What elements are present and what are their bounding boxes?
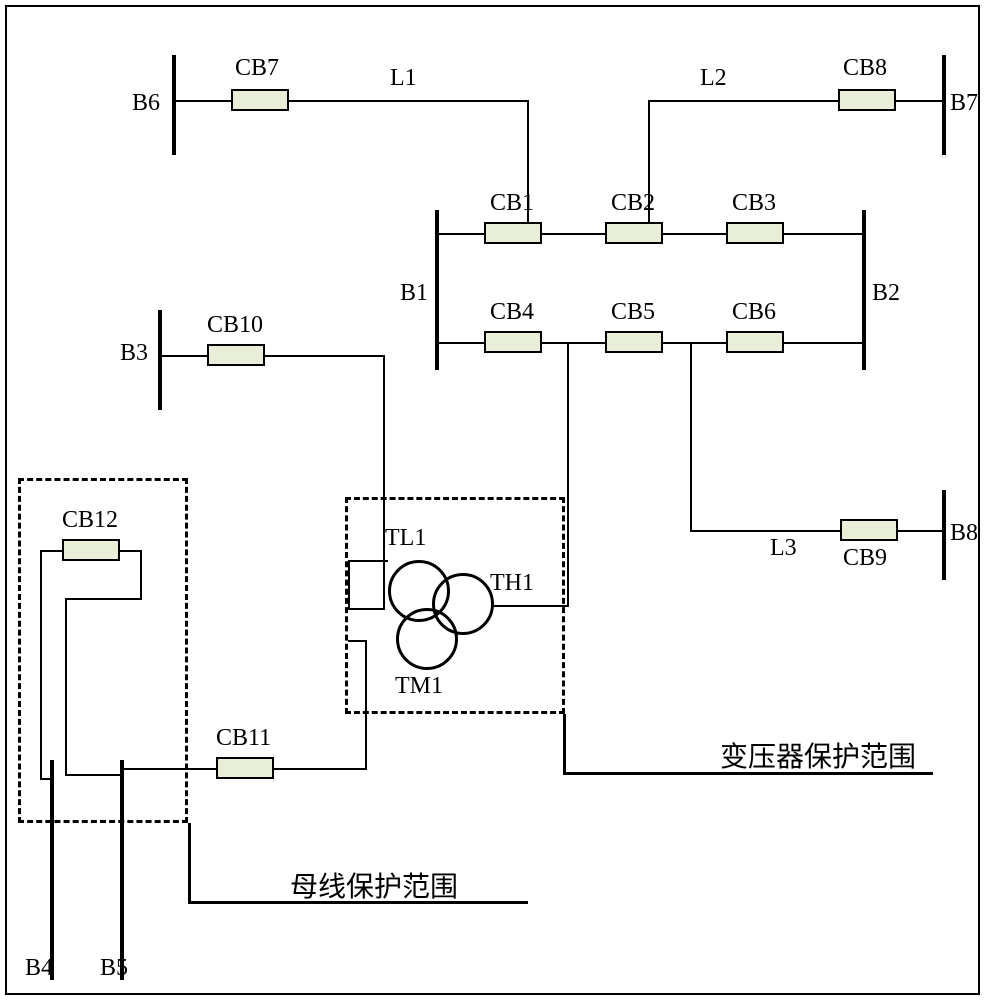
breaker-cb5 bbox=[605, 331, 663, 353]
bus-b6 bbox=[172, 55, 176, 155]
breaker-cb8 bbox=[838, 89, 896, 111]
label-cb2: CB2 bbox=[611, 190, 655, 217]
wire bbox=[439, 342, 484, 344]
label-b2: B2 bbox=[872, 280, 900, 307]
wire bbox=[898, 530, 942, 532]
label-b1: B1 bbox=[400, 280, 428, 307]
callout-line bbox=[563, 714, 566, 774]
label-cb10: CB10 bbox=[207, 312, 263, 339]
label-cb3: CB3 bbox=[732, 190, 776, 217]
bus-protection-zone bbox=[18, 478, 188, 823]
bus-b8 bbox=[942, 490, 946, 580]
breaker-cb6 bbox=[726, 331, 784, 353]
wire bbox=[896, 100, 942, 102]
wire bbox=[265, 355, 385, 357]
label-cb11: CB11 bbox=[216, 725, 271, 752]
breaker-cb4 bbox=[484, 331, 542, 353]
label-l3: L3 bbox=[770, 535, 797, 562]
breaker-cb3 bbox=[726, 222, 784, 244]
wire bbox=[690, 342, 692, 532]
bus-b3 bbox=[158, 310, 162, 410]
label-l1: L1 bbox=[390, 65, 417, 92]
label-l2: L2 bbox=[700, 65, 727, 92]
wire bbox=[439, 233, 484, 235]
wire bbox=[690, 530, 840, 532]
breaker-cb9 bbox=[840, 519, 898, 541]
label-cb4: CB4 bbox=[490, 299, 534, 326]
label-cb8: CB8 bbox=[843, 55, 887, 82]
wire bbox=[542, 233, 605, 235]
wire bbox=[348, 640, 366, 642]
breaker-cb10 bbox=[207, 344, 265, 366]
wire bbox=[663, 342, 726, 344]
wire bbox=[542, 342, 605, 344]
wire bbox=[274, 768, 367, 770]
wire bbox=[648, 100, 838, 102]
wire bbox=[784, 342, 862, 344]
label-trans-prot: 变压器保护范围 bbox=[720, 735, 916, 775]
breaker-cb2 bbox=[605, 222, 663, 244]
wire bbox=[784, 233, 862, 235]
wire bbox=[289, 100, 529, 102]
label-b7: B7 bbox=[950, 90, 978, 117]
label-cb9: CB9 bbox=[843, 545, 887, 572]
label-b6: B6 bbox=[132, 90, 160, 117]
bus-b2 bbox=[862, 210, 866, 370]
label-cb1: CB1 bbox=[490, 190, 534, 217]
label-b4: B4 bbox=[25, 955, 53, 982]
label-b8: B8 bbox=[950, 520, 978, 547]
wire bbox=[162, 355, 207, 357]
breaker-cb11 bbox=[216, 757, 274, 779]
transformer-protection-zone bbox=[345, 497, 565, 714]
label-cb7: CB7 bbox=[235, 55, 279, 82]
label-b5: B5 bbox=[100, 955, 128, 982]
wire bbox=[365, 640, 367, 770]
label-cb5: CB5 bbox=[611, 299, 655, 326]
label-bus-prot: 母线保护范围 bbox=[290, 865, 458, 905]
label-cb6: CB6 bbox=[732, 299, 776, 326]
breaker-cb1 bbox=[484, 222, 542, 244]
breaker-cb7 bbox=[231, 89, 289, 111]
wire bbox=[567, 342, 569, 607]
callout-line bbox=[188, 823, 191, 903]
wire bbox=[176, 100, 231, 102]
label-b3: B3 bbox=[120, 340, 148, 367]
bus-b7 bbox=[942, 55, 946, 155]
wire bbox=[663, 233, 726, 235]
